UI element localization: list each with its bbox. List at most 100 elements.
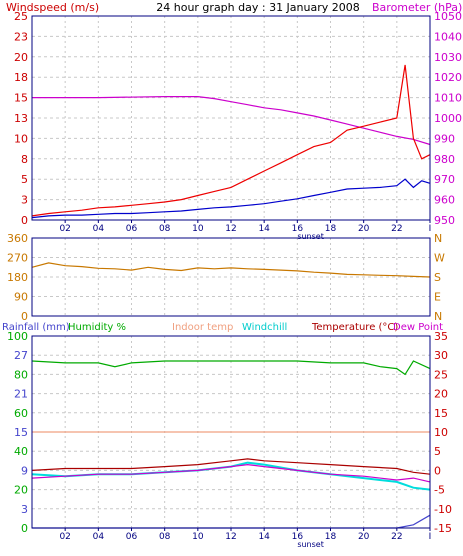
x-tick-label: 16	[292, 532, 304, 542]
x-tick-label: 16	[292, 224, 304, 234]
x-tick-label: 20	[358, 532, 370, 542]
y-right-tick-label: 35	[434, 330, 448, 343]
y-right-tick-label: 1000	[434, 112, 462, 125]
x-tick-label: 14	[258, 224, 270, 234]
y-right-tick-label: -5	[434, 484, 445, 497]
legend-dewpoint: Dew Point	[393, 322, 443, 333]
y-left-tick-label: 0	[21, 214, 28, 227]
wind-barometer-panel: 0 3 5 8 10 13 15 18 20 23 25 950 960 970 980 990 1000 10…	[14, 10, 462, 241]
y-right-tick-label: W	[434, 252, 445, 265]
legend-humidity: Humidity %	[68, 322, 126, 333]
y-left-tick-label: 15	[14, 92, 28, 105]
y-left-tick-label: 10	[14, 132, 28, 145]
dewpoint-line	[31, 463, 431, 483]
sunset-label: sunset	[297, 232, 324, 241]
legend-indoor-temp: Indoor temp	[172, 322, 233, 333]
x-tick-label: 10	[192, 224, 204, 234]
y-left-tick-label: 60	[14, 407, 28, 420]
barometer-title: Barometer (hPa)	[372, 1, 462, 14]
y-right-tick-label: -15	[434, 522, 452, 535]
x-tick-label: 22	[391, 532, 402, 542]
y-right-tick-label: 1010	[434, 92, 462, 105]
legend-rainfall: Rainfall (mm)	[2, 322, 70, 333]
x-tick-label: 22	[391, 224, 402, 234]
x-tick-label: 12	[225, 532, 236, 542]
y-right-tick-label: 950	[434, 214, 455, 227]
y-left-tick-label: 270	[7, 252, 28, 265]
y-right-tick-label: 1030	[434, 51, 462, 64]
y-right-tick-label: 970	[434, 173, 455, 186]
y-left-tick-label: 3	[21, 194, 28, 207]
y-left-tick-label: 21	[14, 388, 28, 401]
wind-direction-line	[31, 262, 431, 278]
y-left-tick-label: 13	[14, 112, 28, 125]
x-tick-label: 12	[225, 224, 236, 234]
temperature-legend: Rainfall (mm) Humidity % Indoor temp Win…	[2, 322, 443, 333]
y-left-tick-label: 0	[21, 310, 28, 323]
panel-frame	[31, 237, 431, 317]
y-left-tick-label: 15	[14, 426, 28, 439]
y-left-tick-label: 9	[21, 464, 28, 477]
y-right-tick-label: 960	[434, 194, 455, 207]
y-right-tick-label: 15	[434, 407, 448, 420]
y-right-tick-label: -10	[434, 503, 452, 516]
x-tick-label: 04	[93, 224, 105, 234]
y-right-tick-label: 25	[434, 368, 448, 381]
page-title: 24 hour graph day : 31 January 2008	[156, 1, 360, 14]
x-tick-label: 20	[358, 224, 370, 234]
barometer-line	[32, 95, 431, 146]
x-tick-label: I	[429, 532, 432, 542]
y-right-tick-label: 30	[434, 349, 448, 362]
x-tick-label: 02	[59, 532, 70, 542]
windspeed-title: Windspeed (m/s)	[6, 1, 99, 14]
x-tick-label: 06	[126, 532, 138, 542]
y-right-tick-label: N	[434, 232, 442, 245]
y-left-tick-label: 40	[14, 445, 28, 458]
y-left-tick-label: 90	[14, 291, 28, 304]
x-tick-label: 08	[159, 532, 171, 542]
x-tick-label: 18	[325, 532, 337, 542]
y-left-tick-label: 18	[14, 71, 28, 84]
legend-temperature: Temperature (°C)	[311, 322, 398, 333]
y-left-tick-label: 80	[14, 368, 28, 381]
x-tick-label: 08	[159, 224, 171, 234]
y-right-tick-label: S	[434, 271, 441, 284]
legend-windchill: Windchill	[242, 322, 287, 333]
temperature-line	[31, 458, 431, 475]
y-left-tick-label: 20	[14, 484, 28, 497]
y-left-tick-label: 23	[14, 30, 28, 43]
y-right-tick-label: E	[434, 291, 441, 304]
x-tick-label: 18	[325, 224, 337, 234]
wind-average-line	[31, 178, 431, 219]
y-left-tick-label: 180	[7, 271, 28, 284]
y-left-tick-label: 8	[21, 153, 28, 166]
y-right-tick-label: 980	[434, 153, 455, 166]
y-left-tick-label: 100	[7, 330, 28, 343]
y-left-tick-label: 3	[21, 503, 28, 516]
y-right-tick-label: 1040	[434, 30, 462, 43]
y-right-tick-label: 1050	[434, 10, 462, 23]
y-left-tick-label: 0	[21, 522, 28, 535]
y-left-tick-label: 360	[7, 232, 28, 245]
y-left-tick-label: 5	[21, 173, 28, 186]
y-right-tick-label: 10	[434, 426, 448, 439]
y-right-tick-label: 1020	[434, 71, 462, 84]
temperature-humidity-panel: 0 3 20 9 40 15 60 21 80 27 100 -15 -10 -5 0 5 10 15 20 25 3…	[7, 330, 452, 549]
sunset-label: sunset	[297, 540, 324, 549]
y-right-tick-label: 5	[434, 445, 441, 458]
y-right-tick-label: 20	[434, 388, 448, 401]
x-tick-label: 04	[93, 532, 105, 542]
x-tick-label: 02	[59, 224, 70, 234]
wind-gust-line	[31, 64, 431, 217]
y-right-tick-label: 990	[434, 132, 455, 145]
y-left-tick-label: 20	[14, 51, 28, 64]
y-right-tick-label: N	[434, 310, 442, 323]
humidity-line	[31, 360, 431, 376]
x-tick-label: 14	[258, 532, 270, 542]
x-tick-label: I	[429, 224, 432, 234]
x-tick-label: 06	[126, 224, 138, 234]
y-left-tick-label: 27	[14, 349, 28, 362]
y-left-tick-label: 25	[14, 10, 28, 23]
